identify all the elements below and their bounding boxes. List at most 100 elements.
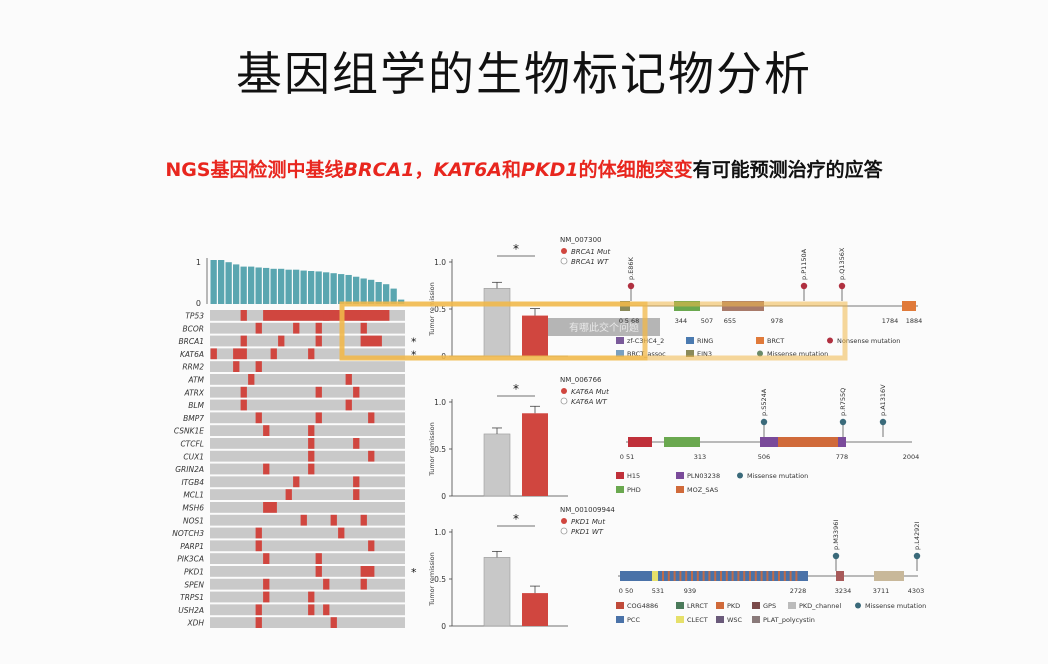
significance-star: * [513, 512, 519, 526]
domain-stripe [696, 571, 699, 581]
protein-tick: 313 [694, 453, 706, 461]
mutation-cell [240, 386, 247, 398]
mutation-cell [353, 476, 360, 488]
legend-label: EIN3 [697, 350, 712, 358]
protein-tick: 939 [684, 587, 696, 595]
mutation-cell [345, 399, 352, 411]
mutation-cell [248, 374, 255, 385]
top-bar [285, 269, 292, 304]
oncoprint-row [210, 514, 405, 526]
protein-domain [628, 437, 652, 447]
protein-tick: 778 [836, 453, 848, 461]
protein-tick: 1884 [906, 317, 923, 325]
mutation-cell [308, 438, 315, 449]
top-bar [263, 267, 270, 304]
mutation-cell [240, 310, 247, 321]
mutation-cell [210, 348, 217, 360]
domain-stripe [731, 571, 734, 581]
mutation-cell [308, 591, 315, 603]
oncoprint-row [210, 361, 405, 372]
gene-label: SPEN [184, 580, 204, 589]
legend-label: GPS [763, 602, 776, 610]
nm-label: NM_006766 [560, 376, 602, 384]
subtitle-part: NGS基因检测中基线 [165, 159, 344, 181]
protein-tick: 344 [675, 317, 687, 325]
gene-label: GRIN2A [175, 465, 204, 474]
gene-label: TP53 [185, 312, 204, 321]
top-bar [240, 266, 247, 304]
legend-swatch [616, 337, 624, 344]
highlight-box-wide [339, 301, 848, 361]
mutation-dot [839, 418, 847, 426]
protein-tick: 531 [652, 587, 664, 595]
domain-stripe [685, 571, 688, 581]
bar-tick-label: 0.5 [434, 305, 446, 314]
oncoprint-row [210, 578, 405, 590]
domain-stripe [673, 571, 676, 581]
domain-stripe [708, 571, 711, 581]
mutation-cell [330, 617, 337, 628]
legend-label: PCC [627, 616, 640, 624]
legend-swatch [737, 472, 743, 479]
bar-wt [483, 288, 511, 357]
mutation-cell [255, 361, 262, 372]
protein-domain [778, 437, 838, 447]
legend-swatch [676, 602, 684, 609]
mutation-cell [263, 310, 367, 321]
oncoprint-row [210, 489, 405, 500]
subtitle-part: 和 [502, 159, 522, 181]
top-bar [360, 278, 367, 304]
mutation-dot [838, 282, 846, 290]
legend-wt: PKD1 WT [571, 528, 604, 536]
legend-label: PLAT_polycystin [763, 616, 815, 624]
oncoprint-row [210, 463, 405, 475]
mutation-cell [308, 425, 315, 436]
mutation-cell [360, 322, 367, 334]
protein-domain [760, 437, 778, 447]
legend-label: Missense mutation [747, 472, 808, 480]
legend-swatch [686, 337, 694, 344]
legend-swatch [827, 337, 833, 344]
legend-dot-wt [560, 397, 568, 405]
nm-label: NM_007300 [560, 236, 602, 244]
mutation-cell [360, 578, 367, 590]
top-bar [270, 268, 277, 304]
mutation-cell [255, 540, 262, 552]
protein-tick: 978 [771, 317, 783, 325]
gene-label: NOS1 [183, 516, 204, 525]
protein-tick: 507 [701, 317, 713, 325]
legend-swatch [686, 350, 694, 357]
gene-label: KAT6A [180, 350, 204, 359]
top-bar [225, 262, 232, 304]
top-bar [353, 276, 360, 304]
oncoprint-row [210, 412, 405, 424]
gene-label: MCL1 [183, 491, 204, 500]
domain-stripe [667, 571, 670, 581]
oncoprint-row [210, 591, 405, 603]
bar-y-label: Tumor remission [428, 552, 436, 607]
legend-swatch [616, 486, 624, 493]
oncoprint-row [210, 502, 405, 513]
mutation-cell [353, 438, 360, 449]
bar-mut [522, 315, 548, 356]
significance-star: * [411, 336, 417, 349]
protein-tick: 1784 [882, 317, 899, 325]
legend-label: PKD [727, 602, 740, 610]
protein-tick: 2728 [790, 587, 807, 595]
protein-domain [838, 437, 846, 447]
legend-mut: BRCA1 Mut [571, 248, 610, 256]
mutation-cell [323, 578, 330, 590]
bar-tick-label: 0.5 [434, 445, 446, 454]
mutation-dot [832, 552, 840, 560]
slide-subtitle: NGS基因检测中基线BRCA1，KAT6A和PKD1的体细胞突变有可能预测治疗的… [0, 155, 1048, 182]
bar-tick-label: 1.0 [434, 258, 446, 267]
legend-label: PHD [627, 486, 641, 494]
top-bar [218, 260, 225, 304]
oncoprint-row [210, 399, 405, 411]
significance-star: * [513, 242, 519, 256]
protein-tick: 655 [724, 317, 736, 325]
oncoprint-row [210, 348, 405, 360]
mutation-cell [263, 578, 270, 590]
mutation-cell [315, 412, 322, 424]
bar-tick-label: 0 [441, 622, 446, 631]
